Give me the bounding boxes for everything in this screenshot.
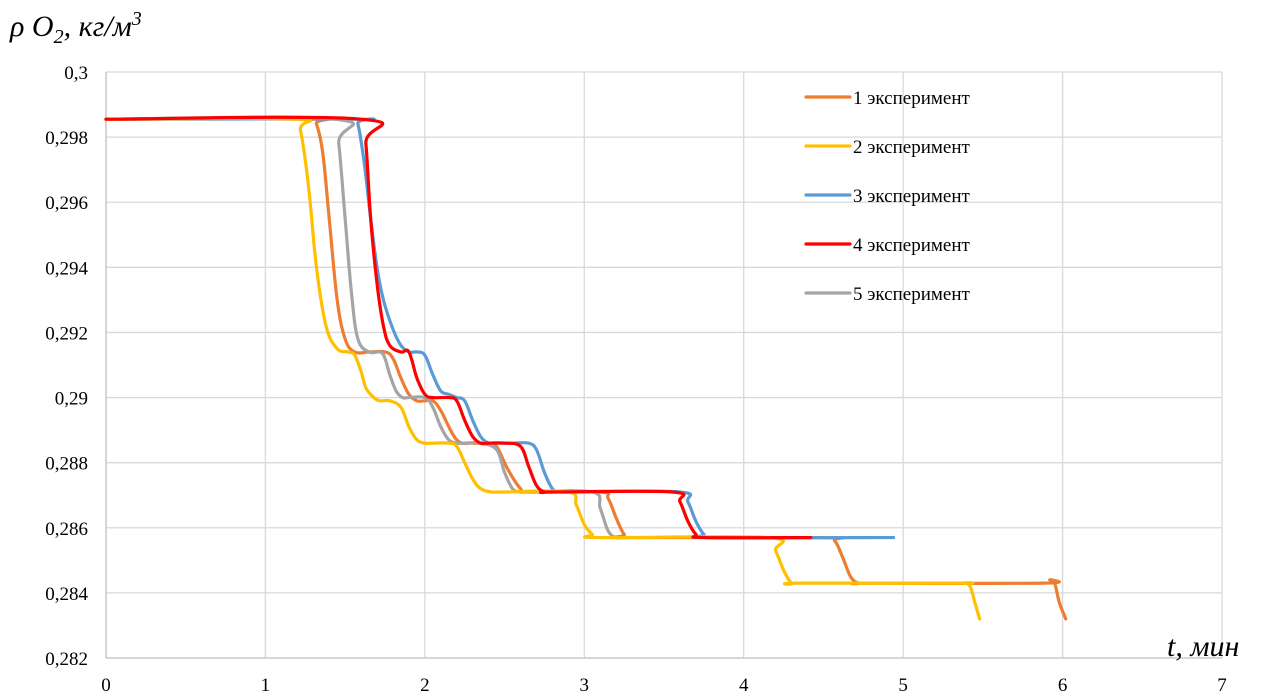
legend-label-1: 1 эксперимент [853, 88, 970, 109]
x-tick-labels: 0 1 2 3 4 5 6 7 [101, 675, 1227, 696]
legend-label-2: 2 эксперимент [853, 137, 970, 158]
y-axis-title: ρ O2, кг/м3 [10, 8, 142, 48]
legend-label-5: 5 эксперимент [853, 284, 970, 305]
x-tick-label: 6 [1058, 675, 1068, 696]
x-tick-label: 4 [739, 675, 749, 696]
y-tick-label: 0,296 [45, 193, 88, 214]
x-tick-label: 3 [580, 675, 590, 696]
legend: 1 эксперимент 2 эксперимент 3 эксперимент 4… [804, 88, 970, 305]
x-tick-label: 2 [420, 675, 430, 696]
y-tick-labels: 0,282 0,284 0,286 0,288 0,29 0,292 0,294 0,296 0… [45, 63, 88, 670]
y-tick-label: 0,29 [55, 389, 88, 410]
x-axis-title: t, мин [1167, 630, 1240, 663]
y-tick-label: 0,286 [45, 519, 88, 540]
y-tick-label: 0,294 [45, 258, 88, 279]
y-tick-label: 0,3 [64, 63, 88, 84]
legend-label-3: 3 эксперимент [853, 186, 970, 207]
series-line-2 [104, 116, 982, 621]
y-tick-label: 0,292 [45, 323, 88, 344]
y-tick-label: 0,284 [45, 584, 88, 605]
x-tick-label: 5 [898, 675, 908, 696]
y-tick-label: 0,282 [45, 649, 88, 670]
legend-label-4: 4 эксперимент [853, 235, 970, 256]
grid-lines [106, 71, 1223, 658]
series-lines [104, 115, 1068, 621]
x-tick-label: 7 [1217, 675, 1227, 696]
series-line-5 [104, 115, 655, 540]
axes [105, 72, 1222, 659]
x-tick-label: 1 [261, 675, 271, 696]
series-line-3 [104, 117, 896, 540]
y-tick-label: 0,288 [45, 454, 88, 475]
series-line-4 [104, 115, 813, 540]
y-tick-label: 0,298 [45, 128, 88, 149]
x-tick-label: 0 [101, 675, 111, 696]
